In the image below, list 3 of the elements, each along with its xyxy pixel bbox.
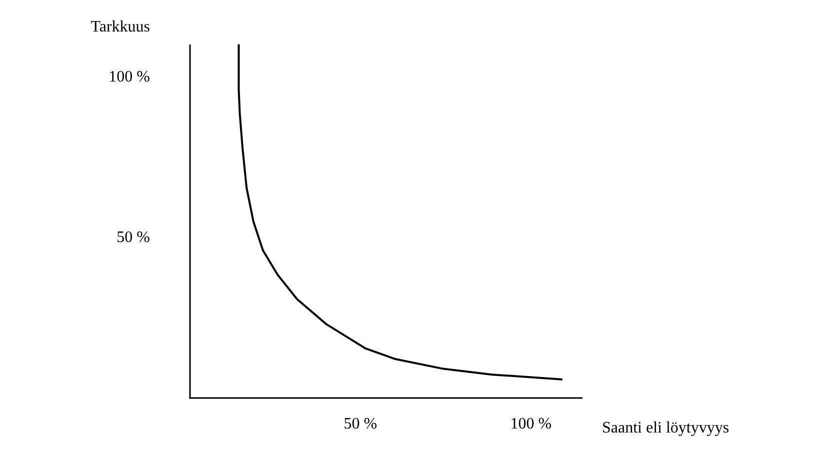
y-axis-title: Tarkkuus [90, 18, 150, 36]
x-axis-title: Saanti eli löytyvyys [602, 420, 730, 436]
line-series [238, 44, 563, 380]
